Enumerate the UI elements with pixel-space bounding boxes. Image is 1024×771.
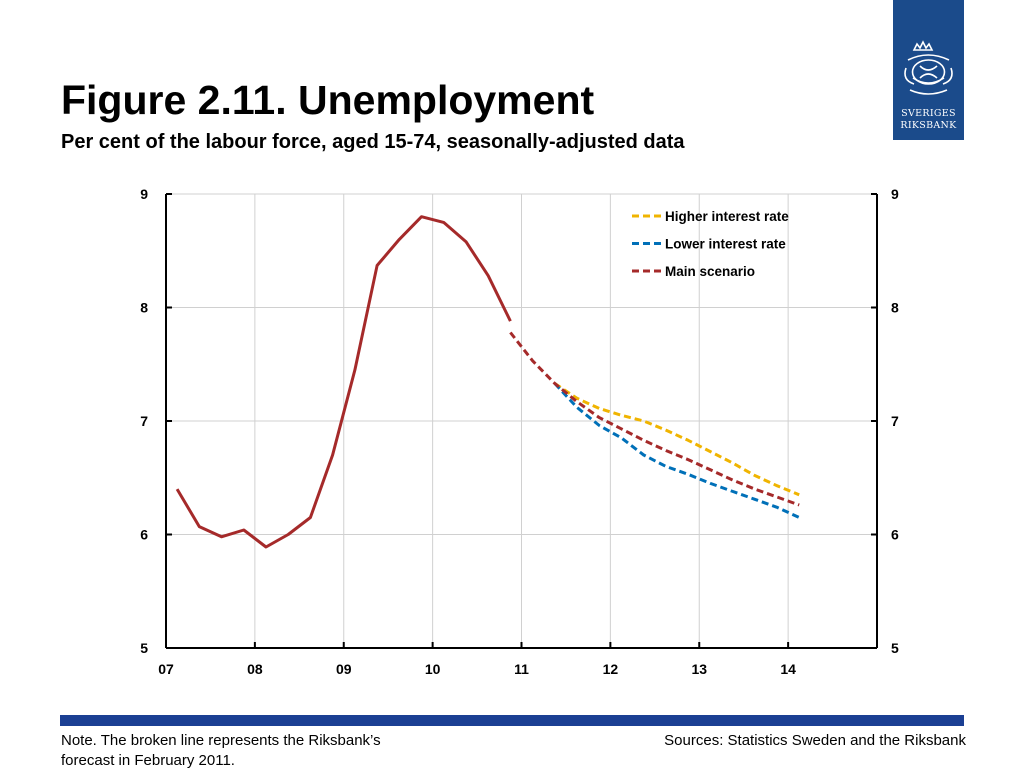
chart-axes [165, 193, 878, 649]
figure-title: Figure 2.11. Unemployment [61, 77, 595, 123]
logo-line-2: RIKSBANK [900, 120, 957, 131]
x-tick-label: 10 [425, 661, 441, 677]
x-tick-label: 07 [158, 661, 174, 677]
y-tick-label-right: 5 [891, 640, 899, 656]
series-line-outcome [175, 215, 512, 549]
logo-line-1: SVERIGES [901, 108, 956, 119]
legend-label-main: Main scenario [665, 264, 755, 279]
series-line-lower [553, 382, 800, 519]
y-tick-label-right: 8 [891, 300, 899, 316]
riksbank-crest-icon [904, 40, 953, 95]
y-tick-label-right: 9 [891, 186, 899, 202]
legend-label-higher: Higher interest rate [665, 209, 789, 224]
y-tick-label-left: 8 [140, 300, 148, 316]
x-tick-label: 11 [514, 661, 529, 677]
sources-note: Sources: Statistics Sweden and the Riksb… [664, 732, 966, 749]
y-tick-label-right: 6 [891, 527, 899, 543]
chart-series [175, 215, 800, 549]
chart-legend: Higher interest rate Lower interest rate M… [632, 209, 789, 279]
y-tick-label-left: 7 [140, 413, 148, 429]
x-tick-label: 12 [603, 661, 619, 677]
series-line-main [509, 331, 800, 507]
series-line-higher [553, 382, 800, 497]
x-tick-label: 09 [336, 661, 352, 677]
x-tick-label: 14 [780, 661, 796, 677]
chart-grid [166, 193, 877, 648]
unemployment-chart: 5 5 6 6 7 7 8 8 9 9 07 08 09 10 11 12 13 14 Higher intere… [140, 186, 899, 677]
chart-tick-labels: 5 5 6 6 7 7 8 8 9 9 07 08 09 10 11 12 13 14 [140, 186, 899, 677]
riksbank-logo: SVERIGES RIKSBANK [893, 0, 964, 140]
figure-subtitle: Per cent of the labour force, aged 15-74… [61, 131, 685, 153]
footnote: Note. The broken line represents the Rik… [61, 732, 381, 769]
footer-bar [60, 715, 964, 726]
x-tick-label: 08 [247, 661, 263, 677]
y-tick-label-left: 9 [140, 186, 148, 202]
y-tick-label-left: 6 [140, 527, 148, 543]
legend-label-lower: Lower interest rate [665, 237, 786, 252]
y-tick-label-left: 5 [140, 640, 148, 656]
y-tick-label-right: 7 [891, 413, 899, 429]
x-tick-label: 13 [691, 661, 707, 677]
